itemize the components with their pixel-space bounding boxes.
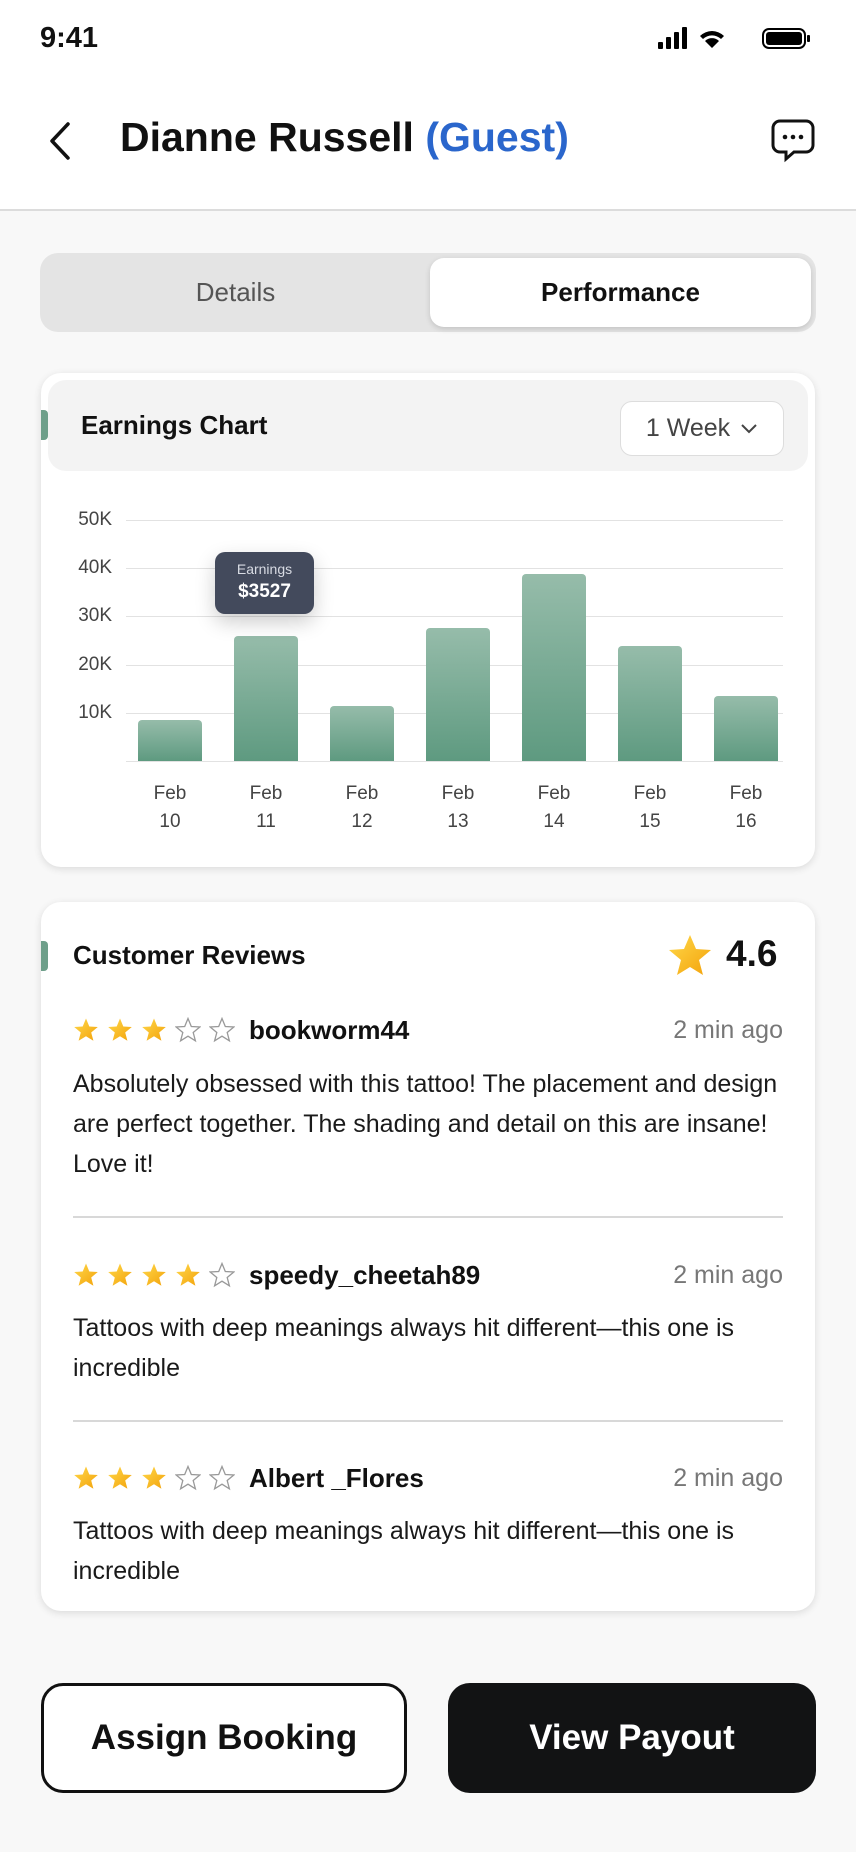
range-value: 1 Week [645, 414, 731, 442]
chart-header: Earnings Chart 1 Week [41, 380, 808, 471]
tab-performance[interactable]: Performance [430, 258, 811, 327]
tooltip-value: $3527 [238, 581, 291, 602]
chart-tooltip: Earnings $3527 [215, 552, 314, 614]
status-time: 9:41 [40, 22, 99, 54]
star-rating [73, 1262, 235, 1288]
divider [73, 1216, 783, 1218]
review-time: 2 min ago [673, 1463, 783, 1492]
review-header: bookworm44 2 min ago [73, 1013, 783, 1047]
star-filled-icon [74, 1466, 98, 1489]
back-icon[interactable] [48, 121, 72, 161]
star-empty-icon [209, 1262, 235, 1288]
view-payout-button[interactable]: View Payout [448, 1683, 816, 1793]
average-rating: 4.6 [726, 933, 778, 974]
divider [73, 1420, 783, 1422]
reviews-card [41, 902, 815, 1611]
tab-details[interactable]: Details [195, 277, 276, 307]
review-time: 2 min ago [673, 1260, 783, 1289]
star-empty-icon [209, 1017, 235, 1043]
tooltip-label: Earnings [236, 561, 293, 577]
star-rating [73, 1465, 235, 1491]
chart-title: Earnings Chart [81, 410, 268, 440]
reviewer-name: bookworm44 [249, 1014, 410, 1045]
earnings-chart-card: Earnings Chart 1 Week [41, 373, 815, 867]
star-icon [669, 935, 711, 975]
star-filled-icon [142, 1018, 166, 1041]
review-header: speedy_cheetah89 2 min ago [73, 1258, 783, 1292]
guest-role: (Guest) [425, 114, 569, 160]
star-empty-icon [209, 1465, 235, 1491]
star-filled-icon [74, 1018, 98, 1041]
star-filled-icon [74, 1263, 98, 1286]
header-bar: 9:41 Dianne Russell (Guest) [0, 0, 856, 211]
review-text: Tattoos with deep meanings always hit di… [73, 1517, 735, 1585]
guest-name: Dianne Russell [120, 114, 414, 160]
star-filled-icon [108, 1466, 132, 1489]
accent-marker [41, 410, 48, 440]
review-time: 2 min ago [673, 1015, 783, 1044]
star-filled-icon [142, 1466, 166, 1489]
segmented-control: Details Performance [40, 253, 816, 332]
review-header: Albert _Flores 2 min ago [73, 1461, 783, 1495]
star-empty-icon [175, 1017, 201, 1043]
page-title: Dianne Russell (Guest) [120, 114, 569, 161]
reviews-title: Customer Reviews [73, 940, 306, 970]
accent-marker [41, 941, 48, 971]
star-filled-icon [142, 1263, 166, 1286]
status-icons [658, 27, 810, 49]
assign-booking-button[interactable]: Assign Booking [41, 1683, 407, 1793]
chevron-down-icon [741, 423, 757, 433]
star-rating [73, 1017, 235, 1043]
review-text: Absolutely obsessed with this tattoo! Th… [73, 1070, 778, 1178]
star-empty-icon [175, 1465, 201, 1491]
star-filled-icon [176, 1263, 200, 1286]
star-filled-icon [108, 1018, 132, 1041]
reviewer-name: Albert _Flores [249, 1462, 424, 1493]
star-filled-icon [108, 1263, 132, 1286]
review-text: Tattoos with deep meanings always hit di… [73, 1314, 735, 1382]
range-dropdown[interactable]: 1 Week [620, 401, 784, 456]
chat-icon[interactable] [770, 117, 816, 163]
reviewer-name: speedy_cheetah89 [249, 1259, 481, 1290]
